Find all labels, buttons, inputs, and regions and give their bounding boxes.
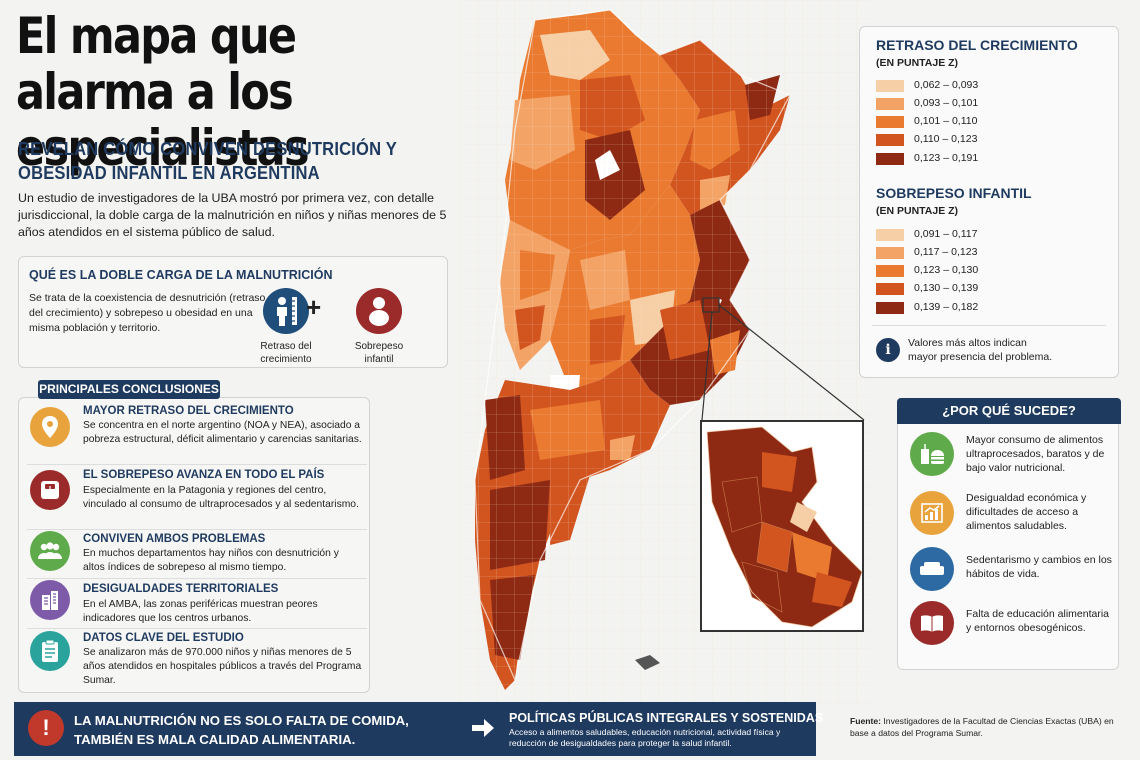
scale-icon xyxy=(30,470,70,510)
legend-swatch xyxy=(876,229,904,241)
location-pin-icon xyxy=(30,407,70,447)
doble-carga-text: Se trata de la coexistencia de desnutric… xyxy=(29,292,266,334)
legend-swatch xyxy=(876,247,904,259)
conclusion-text: Se concentra en el norte argentino (NOA … xyxy=(83,420,362,445)
legend-swatch xyxy=(876,265,904,277)
source-text: Investigadores de la Facultad de Ciencia… xyxy=(850,716,1114,738)
conclusion-text: Se analizaron más de 970.000 niños y niñ… xyxy=(83,647,362,686)
legend-range-label: 0,130 – 0,139 xyxy=(914,282,979,294)
legend-range-label: 0,117 – 0,123 xyxy=(914,246,978,258)
legend-swatch xyxy=(876,116,904,128)
legend-swatch xyxy=(876,98,904,110)
arrow-right-icon xyxy=(472,719,494,737)
amba-inset-map xyxy=(700,420,864,632)
banner-policy-text: Acceso a alimentos saludables, educación… xyxy=(509,727,781,748)
conclusion-title: EL SOBREPESO AVANZA EN TODO EL PAÍS xyxy=(83,469,325,481)
por-que-text: Sedentarismo y cambios en los hábitos de… xyxy=(966,554,1112,580)
divider xyxy=(27,628,367,629)
legend-range-label: 0,123 – 0,191 xyxy=(914,152,979,164)
page-title: El mapa que alarma a los especialistas xyxy=(16,7,310,177)
page-subtitle: REVELAN CÓMO CONVIVEN DESNUTRICIÓN Y OBE… xyxy=(18,139,397,183)
por-que-text: Mayor consumo de alimentos ultraprocesad… xyxy=(966,434,1105,474)
legend-swatch xyxy=(876,302,904,314)
banner-main-message: LA MALNUTRICIÓN NO ES SOLO FALTA DE COMI… xyxy=(74,713,409,747)
plus-sign: + xyxy=(306,292,322,322)
source-note: Fuente: Investigadores de la Facultad de… xyxy=(850,715,1130,739)
warning-icon: ! xyxy=(28,710,64,746)
people-icon xyxy=(30,531,70,571)
map-region-patagonia xyxy=(475,360,670,690)
legend-range-label: 0,139 – 0,182 xyxy=(914,301,979,313)
divider xyxy=(872,325,1106,326)
legend-range-label: 0,062 – 0,093 xyxy=(914,79,979,91)
source-label: Fuente: xyxy=(850,716,882,726)
legend-swatch xyxy=(876,134,904,146)
por-que-text: Falta de educación alimentaria y entorno… xyxy=(966,608,1110,634)
malvinas-islands xyxy=(635,655,660,670)
legend-swatch xyxy=(876,283,904,295)
growth-ruler-icon xyxy=(263,288,309,334)
bottom-banner xyxy=(14,702,816,756)
conclusiones-heading: PRINCIPALES CONCLUSIONES xyxy=(38,380,220,399)
divider xyxy=(27,464,367,465)
legend-range-label: 0,123 – 0,130 xyxy=(914,264,979,276)
legend-range-label: 0,101 – 0,110 xyxy=(914,115,978,127)
map-legend: RETRASO DEL CRECIMIENTO (EN PUNTAJE Z) 0… xyxy=(859,26,1119,378)
legend-retraso-title: RETRASO DEL CRECIMIENTO xyxy=(876,37,1078,53)
chart-up-icon xyxy=(910,491,954,535)
conclusion-text: En muchos departamentos hay niños con de… xyxy=(83,548,339,573)
legend-retraso-subtitle: (EN PUNTAJE Z) xyxy=(876,57,959,69)
fast-food-icon xyxy=(910,432,954,476)
buildings-icon xyxy=(30,580,70,620)
doble-carga-heading: QUÉ ES LA DOBLE CARGA DE LA MALNUTRICIÓN xyxy=(29,268,333,282)
legend-range-label: 0,093 – 0,101 xyxy=(914,97,979,109)
legend-range-label: 0,091 – 0,117 xyxy=(914,228,978,240)
intro-text: Un estudio de investigadores de la UBA m… xyxy=(18,191,447,239)
info-icon: i xyxy=(876,338,900,362)
por-que-heading: ¿POR QUÉ SUCEDE? xyxy=(897,398,1121,424)
book-icon xyxy=(910,601,954,645)
legend-swatch xyxy=(876,80,904,92)
retraso-icon-label: Retraso del crecimiento xyxy=(260,341,312,365)
legend-sobrepeso-subtitle: (EN PUNTAJE Z) xyxy=(876,205,959,217)
divider xyxy=(27,529,367,530)
divider xyxy=(27,578,367,579)
legend-range-label: 0,110 – 0,123 xyxy=(914,133,978,145)
clipboard-icon xyxy=(30,631,70,671)
conclusion-text: Especialmente en la Patagonia y regiones… xyxy=(83,485,359,510)
legend-swatch xyxy=(876,153,904,165)
conclusiones-card xyxy=(18,397,370,693)
conclusion-title: DESIGUALDADES TERRITORIALES xyxy=(83,583,279,595)
conclusion-title: CONVIVEN AMBOS PROBLEMAS xyxy=(83,533,266,545)
banner-policy-title: POLÍTICAS PÚBLICAS INTEGRALES Y SOSTENID… xyxy=(509,711,824,725)
conclusion-title: MAYOR RETRASO DEL CRECIMIENTO xyxy=(83,405,294,417)
por-que-text: Desigualdad económica y dificultades de … xyxy=(966,492,1087,532)
sofa-icon xyxy=(910,547,954,591)
legend-sobrepeso-title: SOBREPESO INFANTIL xyxy=(876,185,1032,201)
conclusion-text: En el AMBA, las zonas periféricas muestr… xyxy=(83,599,318,624)
conclusion-title: DATOS CLAVE DEL ESTUDIO xyxy=(83,632,244,644)
child-overweight-icon xyxy=(356,288,402,334)
legend-note: Valores más altos indican mayor presenci… xyxy=(908,337,1053,363)
sobrepeso-icon-label: Sobrepeso infantil xyxy=(354,341,404,365)
